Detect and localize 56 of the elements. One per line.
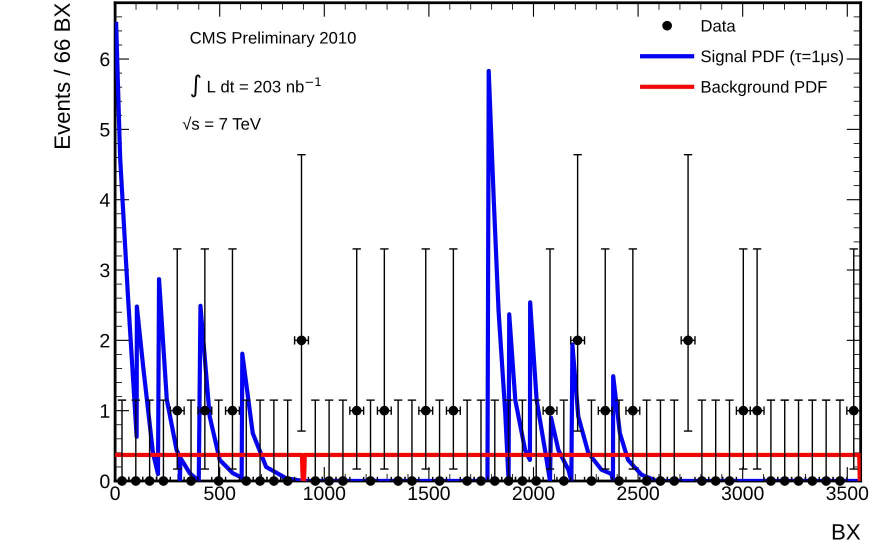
- point: [172, 406, 182, 416]
- point: [158, 476, 168, 486]
- y-tick-label: 1: [100, 404, 110, 418]
- point: [504, 476, 514, 486]
- x-tick-label: 500: [204, 486, 236, 500]
- point: [241, 476, 252, 486]
- y-tick-label: 3: [100, 263, 110, 278]
- point: [269, 476, 279, 486]
- y-tick-label: 6: [100, 52, 110, 66]
- point: [352, 406, 362, 416]
- legend-label: Data: [702, 20, 736, 32]
- y-tick-label: 2: [100, 334, 110, 348]
- point: [228, 406, 238, 416]
- y-axis-title: Events / 66 BX: [54, 3, 70, 148]
- x-tick-label: 0: [110, 486, 120, 500]
- point: [366, 476, 376, 486]
- point: [393, 476, 403, 486]
- legend-label: Signal PDF (τ=1μs): [701, 50, 843, 66]
- point: [117, 476, 127, 486]
- point: [186, 476, 196, 486]
- point: [628, 406, 638, 416]
- annotation: ∫ L dt = 203 nb$^{−1}$: [191, 74, 321, 98]
- point: [572, 335, 582, 346]
- point: [448, 406, 458, 416]
- point: [144, 476, 154, 486]
- y-tick-label: 0: [100, 474, 110, 488]
- point: [255, 476, 265, 486]
- point: [518, 476, 528, 486]
- x-tick-label: 1000: [304, 486, 346, 500]
- annotation: CMS Preliminary 2010: [190, 31, 356, 48]
- legend-label: Background PDF: [702, 80, 827, 96]
- point: [420, 406, 431, 416]
- point: [531, 476, 542, 486]
- x-tick-label: 3000: [722, 486, 764, 500]
- y-tick-label: 4: [100, 193, 110, 207]
- annotation: √s = 7 TeV: [182, 116, 261, 130]
- point: [282, 476, 293, 486]
- point: [752, 406, 762, 416]
- x-tick-label: 2000: [512, 486, 554, 500]
- point: [130, 476, 141, 486]
- y-tick-label: 5: [100, 123, 110, 137]
- point: [683, 335, 693, 346]
- point: [600, 406, 610, 416]
- x-tick-label: 2500: [617, 486, 659, 500]
- point: [200, 406, 210, 416]
- x-axis-title: BX: [832, 524, 860, 540]
- point: [697, 476, 707, 486]
- x-tick-label: 1500: [408, 486, 450, 500]
- point: [545, 406, 555, 416]
- point: [296, 335, 306, 346]
- x-tick-label: 3500: [826, 486, 868, 500]
- point: [379, 406, 390, 416]
- point: [614, 476, 624, 486]
- point: [214, 476, 224, 486]
- point: [848, 406, 859, 416]
- point: [586, 476, 596, 486]
